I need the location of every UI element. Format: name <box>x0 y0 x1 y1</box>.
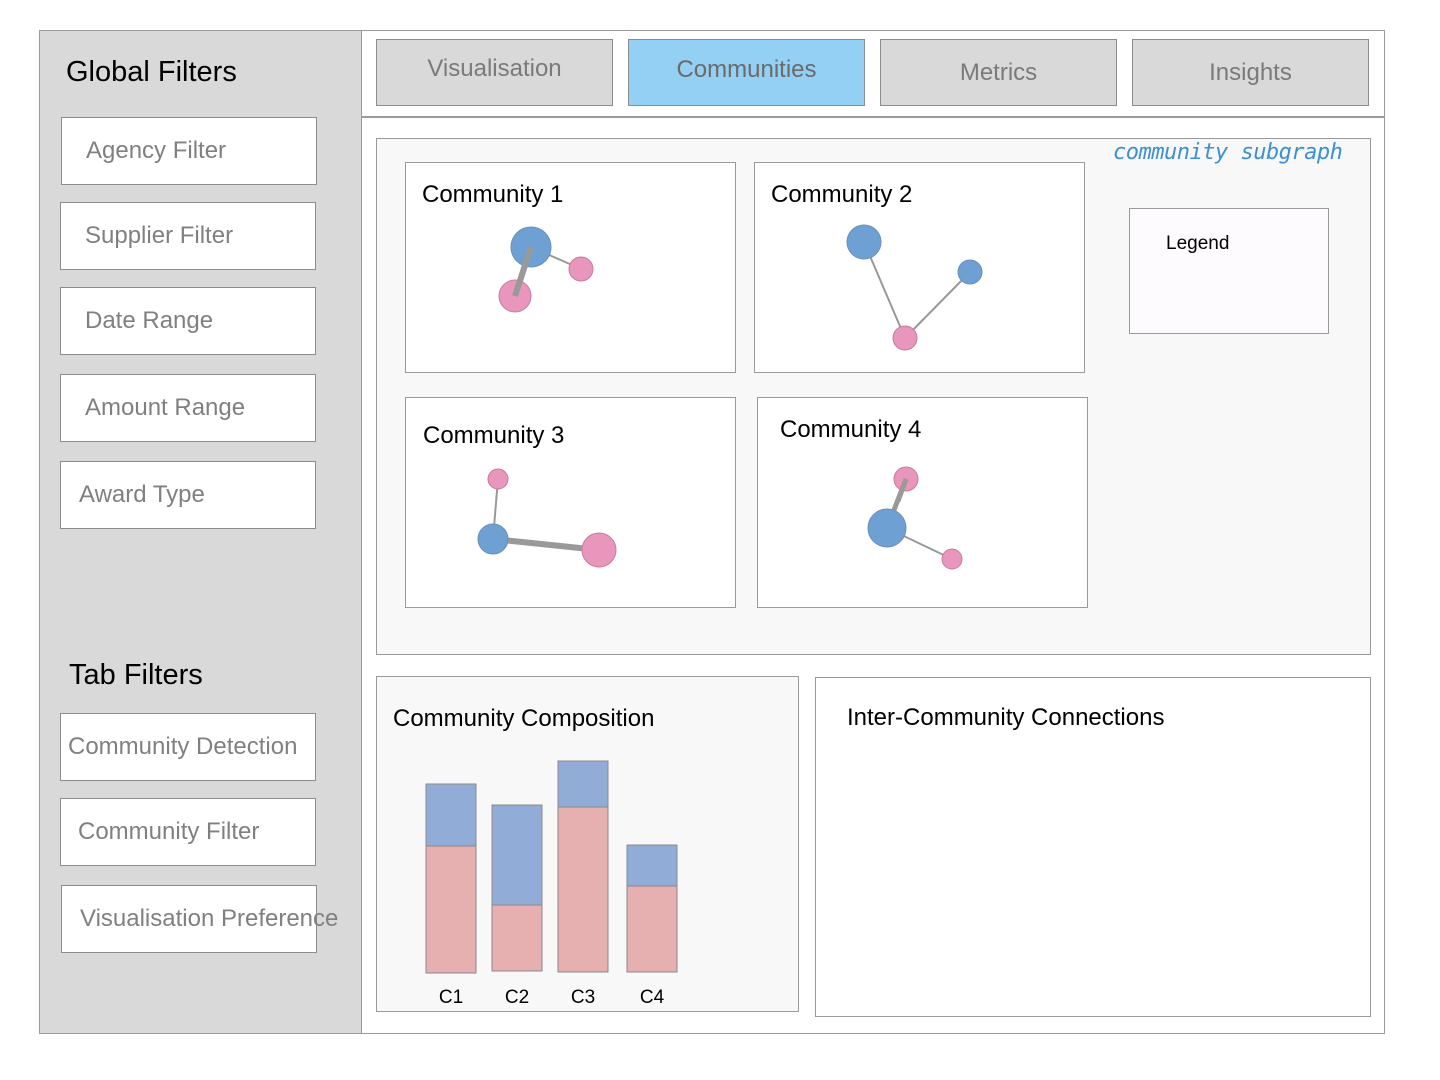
agency-filter[interactable]: Agency Filter <box>61 117 317 185</box>
bar-segment-c3-blue <box>557 760 609 808</box>
composition-title: Community Composition <box>393 705 655 732</box>
visualisation-preference-filter[interactable]: Visualisation Preference <box>61 885 338 953</box>
graph-node <box>581 532 617 568</box>
graph-edge <box>512 246 534 297</box>
graph-node <box>867 508 907 548</box>
x-tick-label: C2 <box>505 987 529 1008</box>
community-4-graph <box>867 466 963 570</box>
tab-metrics[interactable]: Metrics <box>880 39 1117 106</box>
bar-segment-c1-pink <box>425 845 477 974</box>
community-3-title: Community 3 <box>423 422 565 449</box>
x-tick-label: C4 <box>640 987 665 1008</box>
global-filters-heading: Global Filters <box>66 56 237 88</box>
graph-node <box>487 468 509 490</box>
graph-node <box>846 224 882 260</box>
tab-visualisation[interactable]: Visualisation <box>376 39 613 106</box>
graph-node <box>477 523 509 555</box>
graph-node <box>957 259 983 285</box>
community-filter[interactable]: Community Filter <box>60 798 316 866</box>
date-range-filter[interactable]: Date Range <box>60 287 316 355</box>
graph-node <box>892 325 918 351</box>
tab-communities[interactable]: Communities <box>628 39 865 106</box>
bar-segment-c2-pink <box>491 904 543 972</box>
community-2-title: Community 2 <box>771 181 913 208</box>
bar-segment-c2-blue <box>491 804 543 906</box>
x-tick-label: C3 <box>571 987 595 1008</box>
legend-box: Legend <box>1129 208 1329 334</box>
community-4-title: Community 4 <box>780 416 922 443</box>
graph-node <box>568 256 594 282</box>
tab-filters-heading: Tab Filters <box>69 659 203 691</box>
community-2-graph <box>846 224 983 351</box>
graph-edge <box>895 478 909 502</box>
community-2-card[interactable]: Community 2 <box>754 162 1085 373</box>
inter-community-connections-panel: Inter-Community Connections <box>815 677 1371 1017</box>
composition-chart: C1 C2 C3 C4 <box>425 760 678 1008</box>
connections-title: Inter-Community Connections <box>847 704 1165 731</box>
award-type-filter[interactable]: Award Type <box>60 461 316 529</box>
graph-edge <box>904 271 971 339</box>
community-1-card[interactable]: Community 1 <box>405 162 736 373</box>
bar-segment-c1-blue <box>425 783 477 847</box>
sidebar <box>39 30 362 1034</box>
community-3-card[interactable]: Community 3 <box>405 397 736 608</box>
x-tick-label: C1 <box>439 987 463 1008</box>
tab-insights[interactable]: Insights <box>1132 39 1369 106</box>
amount-range-filter[interactable]: Amount Range <box>60 374 316 442</box>
graph-edge <box>492 536 600 553</box>
subgraph-annotation: community subgraph <box>1113 140 1343 165</box>
bar-segment-c4-blue <box>626 844 678 887</box>
tab-bar <box>361 30 1385 118</box>
graph-node <box>941 548 963 570</box>
supplier-filter[interactable]: Supplier Filter <box>60 202 316 270</box>
community-1-title: Community 1 <box>422 181 564 208</box>
community-composition-panel: Community Composition C1 C2 C3 C4 <box>376 676 799 1012</box>
bar-segment-c4-pink <box>626 885 678 973</box>
bar-segment-c3-pink <box>557 806 609 973</box>
community-4-card[interactable]: Community 4 <box>757 397 1088 608</box>
community-3-graph <box>477 468 617 568</box>
community-detection-filter[interactable]: Community Detection <box>60 713 316 781</box>
community-1-graph <box>498 226 594 313</box>
legend-title: Legend <box>1166 233 1230 254</box>
